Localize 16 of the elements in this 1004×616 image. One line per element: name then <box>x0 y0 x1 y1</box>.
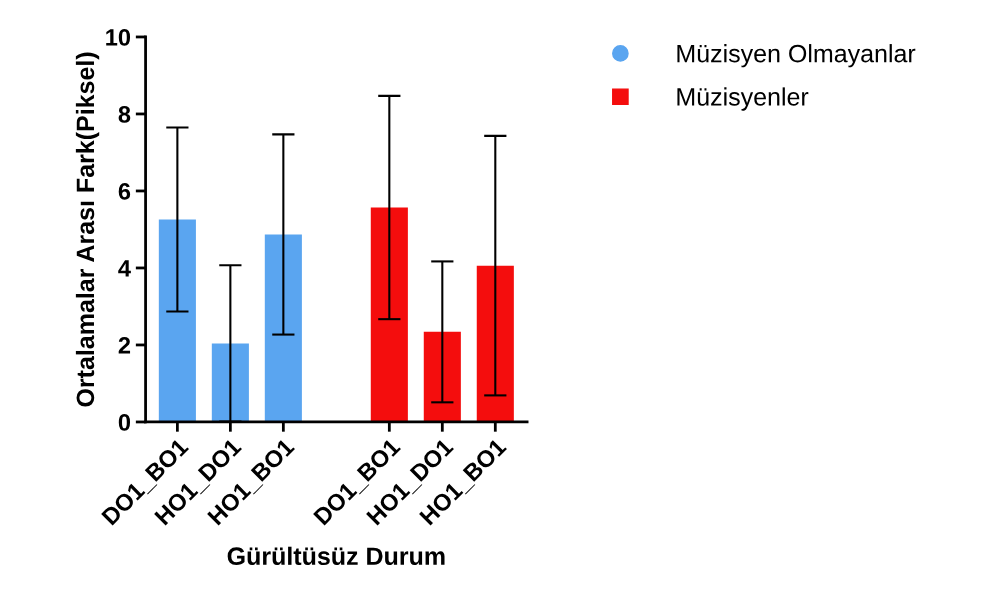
bar <box>423 331 461 422</box>
bar <box>264 234 302 422</box>
bar <box>211 343 249 422</box>
y-tick-label: 10 <box>106 29 131 46</box>
y-tick-label: 6 <box>118 183 131 200</box>
x-axis-title: Gürültüsüz Durum <box>227 546 445 566</box>
bar <box>476 265 514 422</box>
y-axis-title: Ortalamalar Arası Fark(Piksel) <box>75 52 100 407</box>
bar <box>370 207 408 422</box>
y-tick-label: 4 <box>118 260 131 277</box>
legend-label: Müzisyen Olmayanlar <box>677 44 916 68</box>
y-tick-label: 8 <box>118 106 131 123</box>
y-tick-label: 2 <box>118 337 131 354</box>
y-tick-label: 0 <box>118 414 131 431</box>
bar <box>158 219 196 422</box>
legend-label: Müzisyenler <box>677 87 809 111</box>
